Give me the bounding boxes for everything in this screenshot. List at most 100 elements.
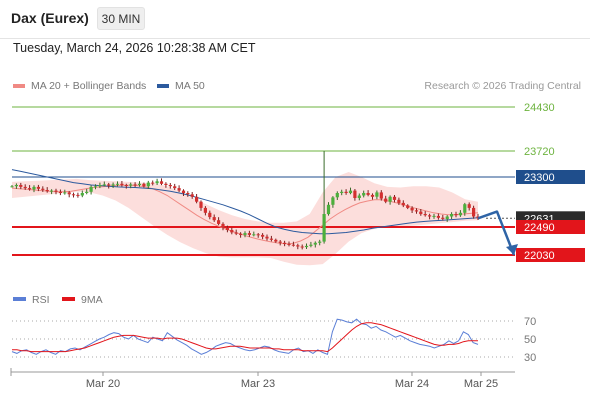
level-box-22030 [516, 248, 585, 262]
candle-body [146, 182, 150, 187]
candle-body [151, 182, 155, 184]
candle-body [168, 185, 172, 187]
legend-swatch-9ma [62, 297, 75, 301]
candle-body [423, 214, 427, 216]
candle-body [357, 195, 361, 198]
candle-body [203, 207, 207, 213]
candle-body [256, 234, 260, 236]
candle-body [348, 190, 353, 194]
legend-swatch-ma50 [157, 84, 169, 89]
candle-body [19, 185, 23, 187]
candle-body [107, 184, 111, 186]
candle-body [54, 190, 58, 192]
candle-body [85, 191, 89, 193]
candle-body [173, 186, 177, 189]
legend-swatch-rsi [13, 297, 26, 301]
candle-body [265, 236, 269, 239]
candle-body [344, 191, 348, 193]
candle-body [410, 207, 414, 211]
candle-body [450, 214, 454, 217]
legend-label-ma50: MA 50 [175, 80, 205, 92]
rsi-line [11, 318, 479, 355]
chart-header: Dax (Eurex) 30 MIN [0, 0, 590, 39]
timeframe-button[interactable]: 30 MIN [97, 7, 145, 30]
chart-datetime: Tuesday, March 24, 2026 10:28:38 AM CET [13, 41, 256, 55]
candle-body [234, 232, 238, 234]
candle-body [458, 212, 462, 216]
rsi-9ma-line [12, 322, 478, 353]
candle-body [164, 183, 168, 185]
rsi-tick-30: 30 [524, 352, 536, 364]
candle-body [159, 181, 164, 184]
x-tick-label: Mar 23 [241, 378, 275, 390]
candle-body [331, 197, 335, 205]
candle-body [36, 186, 40, 189]
candle-body [50, 190, 54, 192]
legend-ma20-bb: MA 20 + Bollinger Bands [13, 80, 146, 92]
candle-body [384, 198, 388, 202]
candle-body [467, 204, 471, 208]
candle-body [67, 192, 71, 195]
candle-body [80, 193, 84, 196]
candle-body [195, 196, 199, 202]
candle-body [71, 194, 76, 196]
legend-swatch-ma20 [13, 84, 25, 89]
candle-body [313, 242, 317, 245]
candle-body [274, 239, 278, 242]
candle-body [353, 190, 357, 198]
candle-body [199, 201, 203, 208]
x-tick-label: Mar 25 [464, 378, 498, 390]
legend-label-rsi: RSI [32, 294, 50, 306]
candle-body [326, 204, 331, 215]
candle-body [212, 217, 216, 221]
candle-body [181, 190, 186, 194]
candle-body [432, 215, 436, 217]
candle-body [318, 241, 322, 243]
candle-body [124, 185, 128, 186]
candle-body [142, 183, 146, 187]
research-credit: Research © 2026 Trading Central [424, 80, 581, 92]
candle-body [436, 215, 440, 218]
candle-body [283, 242, 287, 244]
candle-body [366, 193, 370, 195]
candle-body [414, 210, 419, 212]
candle-body [23, 186, 27, 189]
candle-body [309, 244, 313, 246]
candle-body [370, 194, 375, 197]
candle-body [252, 234, 256, 236]
candle-body [14, 185, 18, 187]
candle-body [472, 207, 476, 217]
candle-body [225, 227, 229, 230]
rsi-tick-70: 70 [524, 316, 536, 328]
candle-body [278, 241, 282, 243]
candle-body [454, 214, 458, 216]
candle-body [340, 191, 344, 193]
candle-body [76, 194, 80, 196]
forecast-arrow [477, 210, 516, 256]
bollinger-band [12, 172, 478, 266]
legend-label-ma20: MA 20 + Bollinger Bands [31, 80, 147, 92]
instrument-title: Dax (Eurex) [11, 10, 89, 26]
candle-body [362, 193, 366, 196]
candle-body [291, 244, 295, 246]
candle-body [93, 186, 98, 188]
candle-body [208, 212, 212, 218]
candle-body [392, 196, 397, 200]
candle-body [239, 233, 243, 235]
x-tick-label: Mar 24 [395, 378, 429, 390]
candle-body [89, 186, 93, 192]
candle-body [445, 216, 449, 219]
candle-body [269, 238, 273, 240]
x-tick-label: Mar 20 [86, 378, 120, 390]
ma50-line [11, 169, 479, 235]
candle-body [379, 192, 383, 199]
candle-body [261, 234, 265, 237]
candle-body [441, 217, 445, 219]
candle-body [32, 186, 36, 190]
candle-body [190, 194, 194, 197]
candle-body [419, 211, 423, 215]
legend-ma50: MA 50 [157, 80, 205, 92]
level-label-24430: 24430 [524, 102, 555, 114]
candle-body [133, 184, 137, 186]
candle-body [41, 188, 45, 190]
